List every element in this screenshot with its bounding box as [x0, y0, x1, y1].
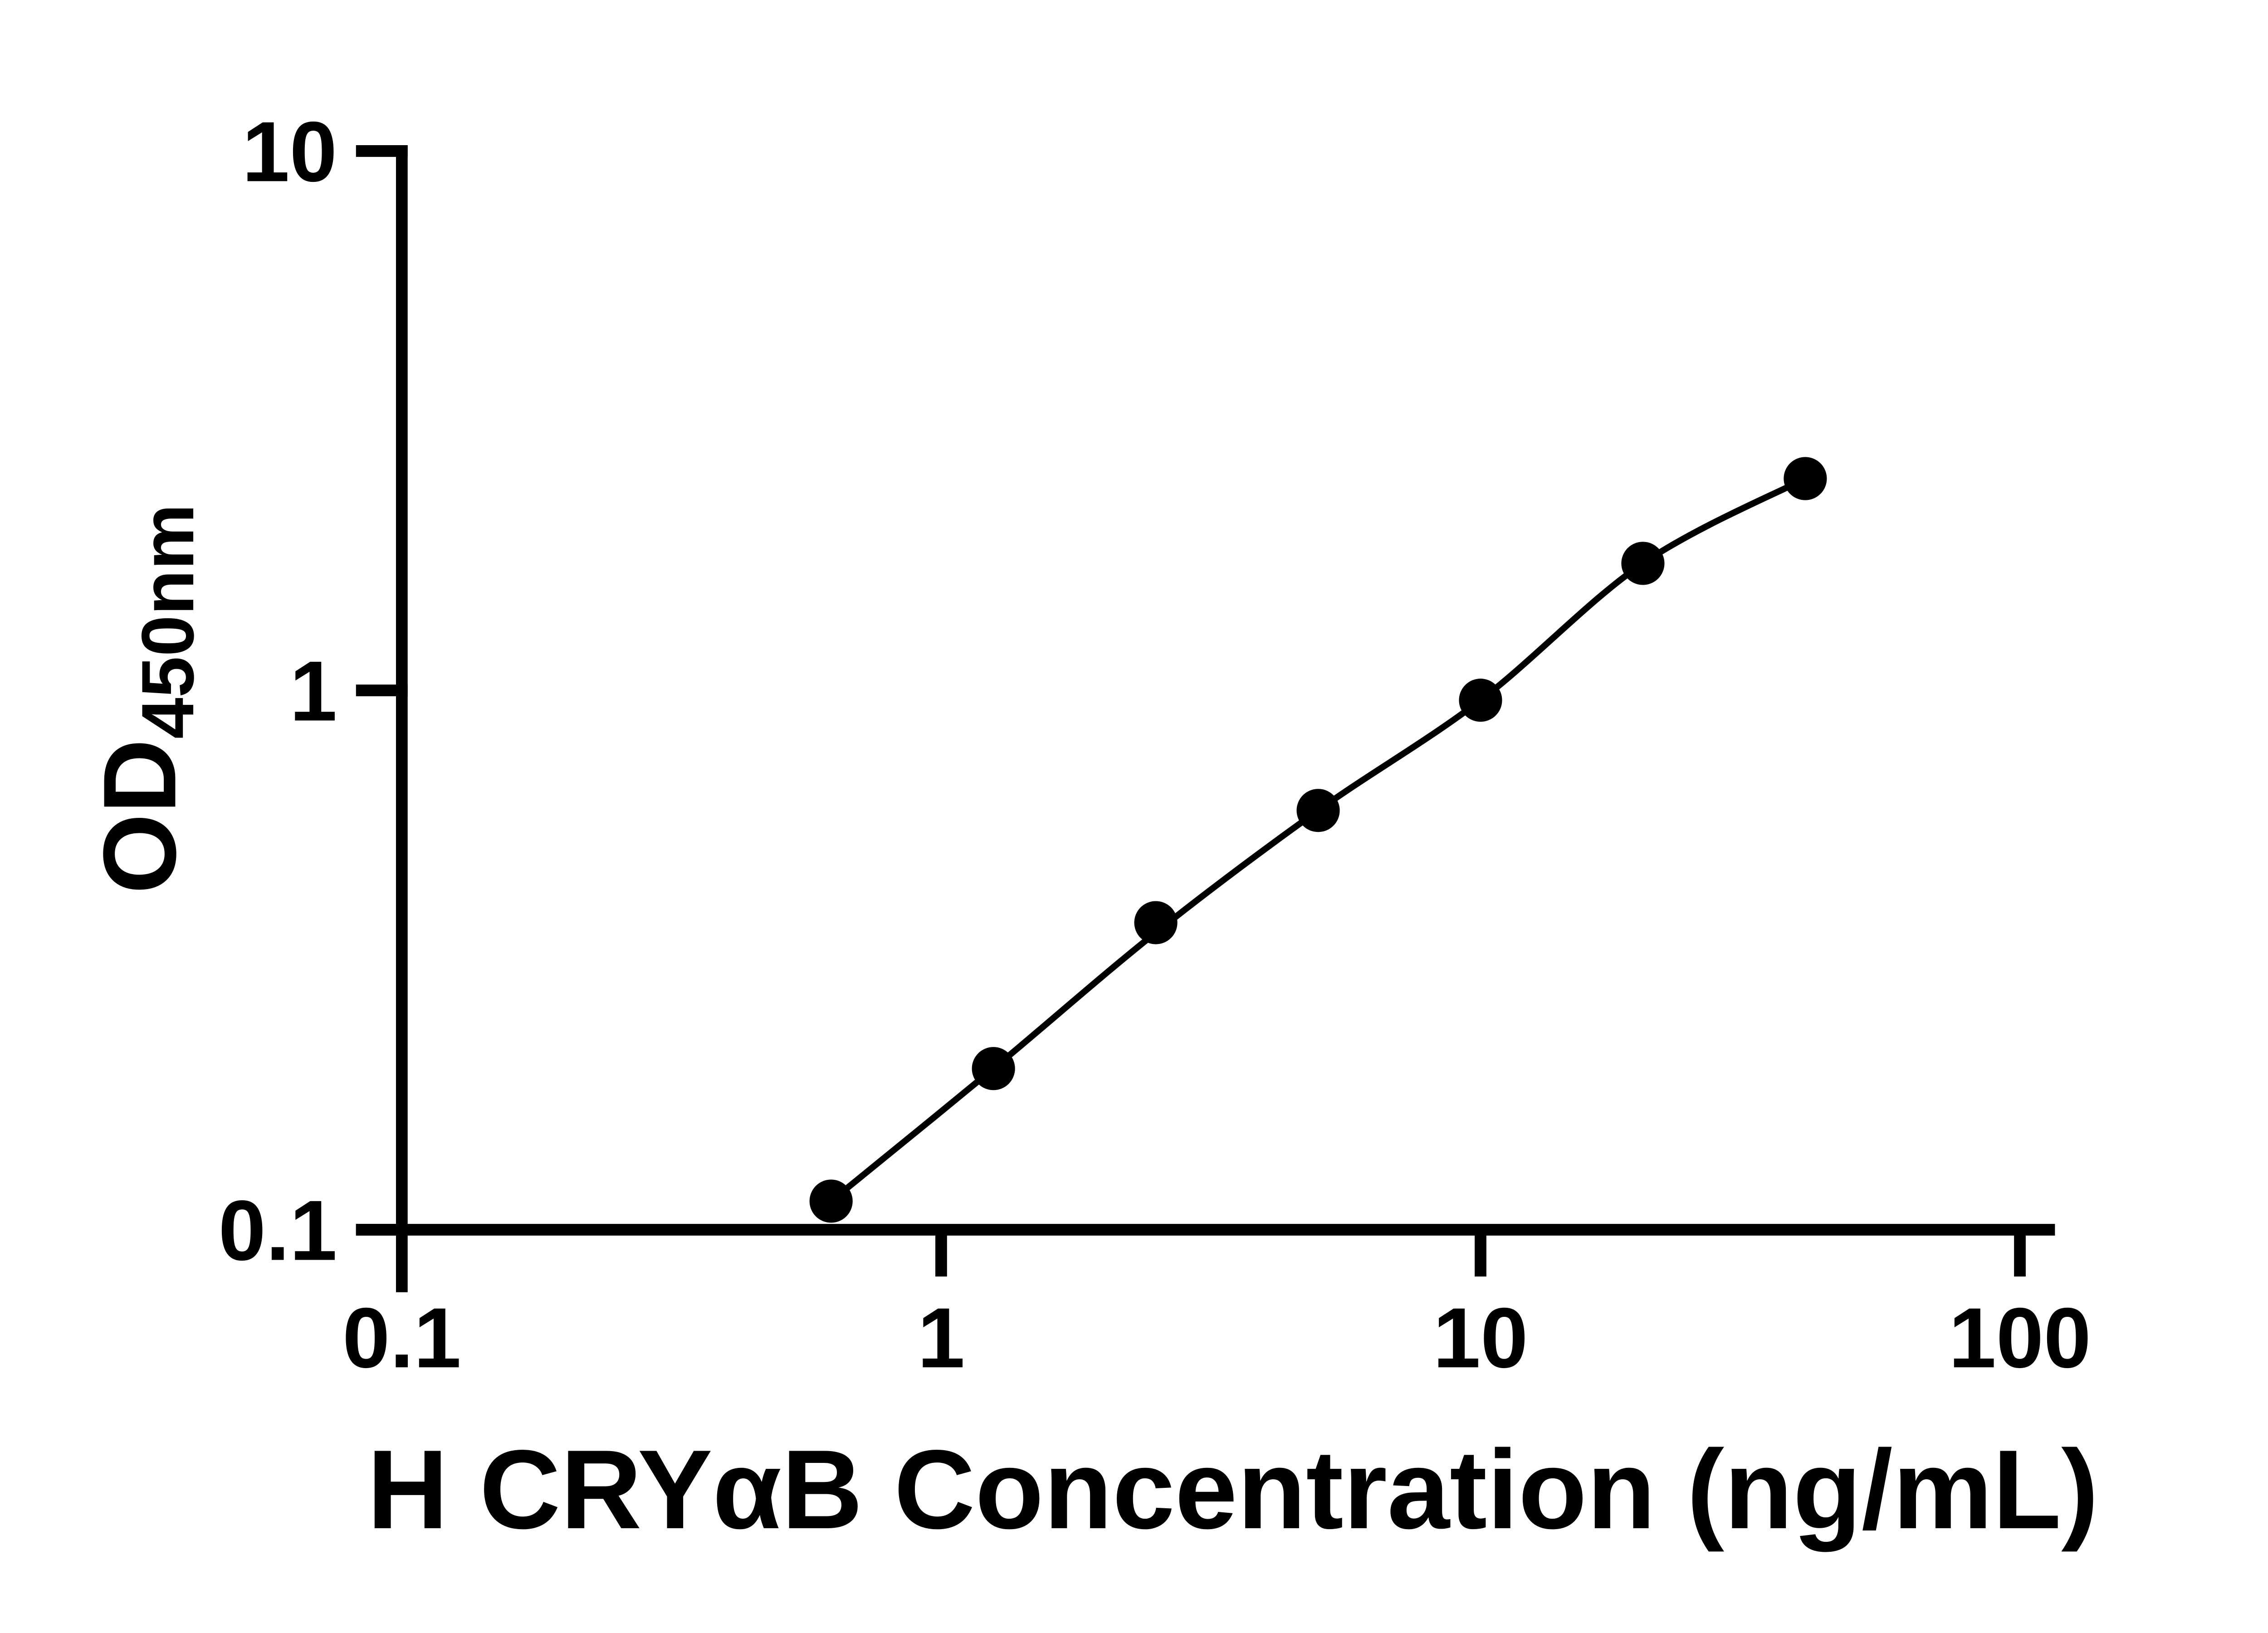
y-tick-label-10: 10	[242, 104, 337, 199]
x-tick-label-10: 10	[1433, 1290, 1528, 1385]
data-point-4	[1459, 679, 1502, 722]
data-point-1	[972, 1047, 1015, 1090]
data-point-6	[1784, 457, 1827, 500]
y-axis-title: OD450nm	[82, 504, 209, 894]
x-tick-label-0.1: 0.1	[342, 1290, 461, 1385]
data-point-0	[809, 1179, 853, 1223]
data-point-3	[1296, 789, 1340, 832]
plot-area: 10 1 0.10.1 1 10 100	[218, 104, 2091, 1385]
y-axis-title-main: OD	[82, 739, 197, 894]
data-point-2	[1134, 901, 1178, 944]
fit-curve	[829, 475, 1807, 1204]
x-tick-label-1: 1	[918, 1290, 965, 1385]
x-axis-title: H CRYαB Concentration (ng/mL)	[367, 1427, 2098, 1552]
y-tick-label-1: 1	[289, 643, 337, 738]
y-tick-label-0.1: 0.1	[218, 1183, 337, 1278]
data-point-5	[1621, 542, 1665, 585]
y-axis-title-subscript: 450nm	[126, 504, 209, 739]
x-tick-label-100: 100	[1949, 1290, 2091, 1385]
